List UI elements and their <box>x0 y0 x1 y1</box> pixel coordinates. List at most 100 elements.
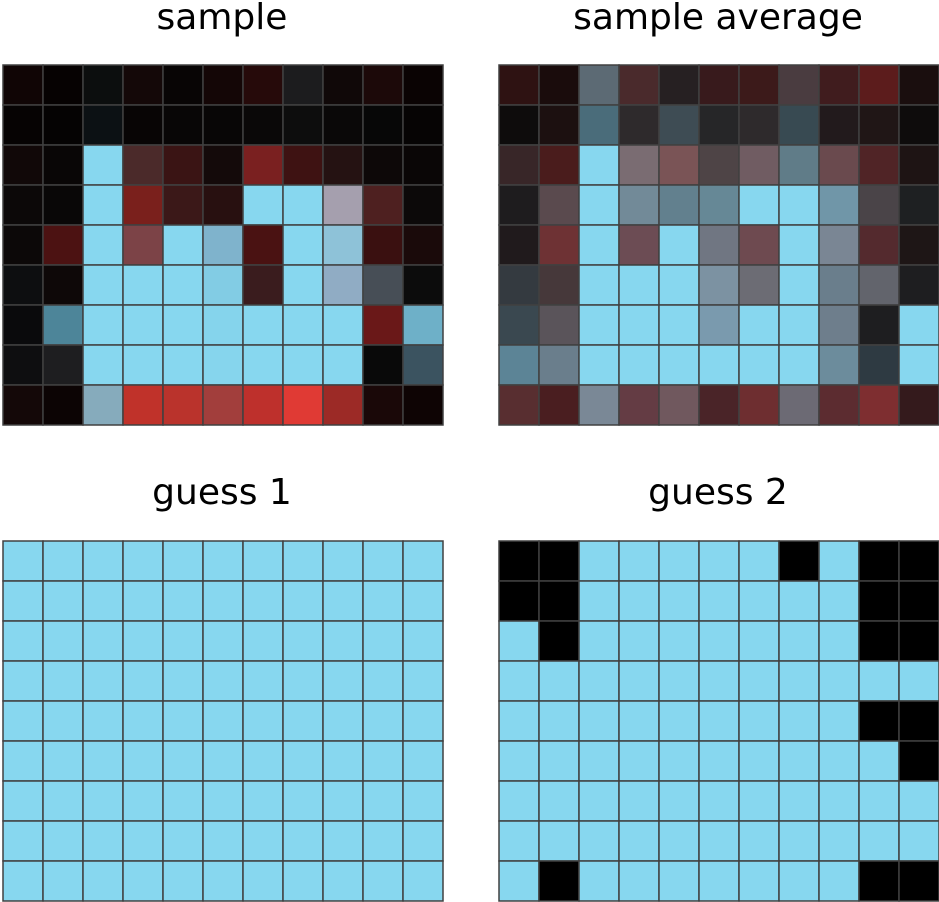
grid-cell <box>322 660 364 702</box>
grid-cell <box>498 184 540 226</box>
grid-cell <box>322 184 364 226</box>
grid-cell <box>858 104 900 146</box>
grid-cell <box>618 64 660 106</box>
grid-cell <box>778 780 820 822</box>
grid-cell <box>322 344 364 386</box>
grid-cell <box>898 344 939 386</box>
grid-cell <box>282 104 324 146</box>
grid-cell <box>818 264 860 306</box>
grid-cell <box>362 620 404 662</box>
grid-cell <box>162 740 204 782</box>
grid-cell <box>498 64 540 106</box>
grid-cell <box>322 580 364 622</box>
grid-cell <box>858 620 900 662</box>
grid-cell <box>162 700 204 742</box>
grid-cell <box>618 384 660 426</box>
grid-cell <box>578 264 620 306</box>
grid-cell <box>42 384 84 426</box>
grid-cell <box>242 264 284 306</box>
grid-cell <box>282 780 324 822</box>
grid-cell <box>322 64 364 106</box>
grid-cell <box>282 740 324 782</box>
grid-cell <box>362 660 404 702</box>
grid-cell <box>2 620 44 662</box>
grid-cell <box>162 144 204 186</box>
grid-cell <box>738 820 780 862</box>
grid-cell <box>2 104 44 146</box>
grid-cell <box>538 620 580 662</box>
grid-cell <box>282 184 324 226</box>
grid-cell <box>202 184 244 226</box>
grid-cell <box>698 740 740 782</box>
grid-cell <box>738 184 780 226</box>
grid-cell <box>618 780 660 822</box>
grid-cell <box>738 580 780 622</box>
grid-cell <box>778 184 820 226</box>
grid-cell <box>162 540 204 582</box>
grid-cell <box>818 620 860 662</box>
grid-cell <box>202 144 244 186</box>
grid-cell <box>362 344 404 386</box>
grid-cell <box>162 304 204 346</box>
grid-cell <box>242 384 284 426</box>
grid-cell <box>738 620 780 662</box>
grid-cell <box>818 820 860 862</box>
grid-cell <box>658 344 700 386</box>
grid-cell <box>498 264 540 306</box>
grid-cell <box>658 700 700 742</box>
grid-cell <box>698 264 740 306</box>
grid-cell <box>698 580 740 622</box>
grid-cell <box>778 384 820 426</box>
grid-cell <box>242 344 284 386</box>
grid-cell <box>698 384 740 426</box>
grid-cell <box>538 540 580 582</box>
grid-cell <box>618 224 660 266</box>
grid-cell <box>42 304 84 346</box>
grid-cell <box>322 304 364 346</box>
grid-cell <box>858 860 900 902</box>
grid-cell <box>82 184 124 226</box>
grid-cell <box>698 304 740 346</box>
grid-cell <box>858 700 900 742</box>
grid-cell <box>538 780 580 822</box>
grid-cell <box>202 700 244 742</box>
grid-svg <box>2 540 444 902</box>
grid-cell <box>2 384 44 426</box>
grid-cell <box>242 144 284 186</box>
grid-cell <box>778 304 820 346</box>
grid-cell <box>738 144 780 186</box>
grid-cell <box>658 184 700 226</box>
grid-cell <box>2 780 44 822</box>
grid-cell <box>362 304 404 346</box>
grid-cell <box>202 780 244 822</box>
grid-cell <box>362 144 404 186</box>
grid-cell <box>818 304 860 346</box>
grid-cell <box>402 384 444 426</box>
grid-cell <box>242 820 284 862</box>
grid-cell <box>658 144 700 186</box>
grid-cell <box>698 104 740 146</box>
grid-cell <box>498 540 540 582</box>
grid-cell <box>82 620 124 662</box>
grid-cell <box>162 224 204 266</box>
grid-cell <box>538 580 580 622</box>
grid-cell <box>898 820 939 862</box>
grid-cell <box>202 104 244 146</box>
grid-cell <box>162 860 204 902</box>
grid-cell <box>578 740 620 782</box>
grid-cell <box>362 540 404 582</box>
grid-cell <box>818 64 860 106</box>
grid-cell <box>402 344 444 386</box>
grid-cell <box>402 700 444 742</box>
grid-cell <box>898 660 939 702</box>
grid-cell <box>818 344 860 386</box>
grid-cell <box>282 660 324 702</box>
grid-cell <box>578 104 620 146</box>
grid-cell <box>738 64 780 106</box>
grid-cell <box>538 224 580 266</box>
grid-cell <box>498 224 540 266</box>
grid-cell <box>578 660 620 702</box>
grid-cell <box>322 820 364 862</box>
grid-cell <box>698 224 740 266</box>
grid-cell <box>402 264 444 306</box>
